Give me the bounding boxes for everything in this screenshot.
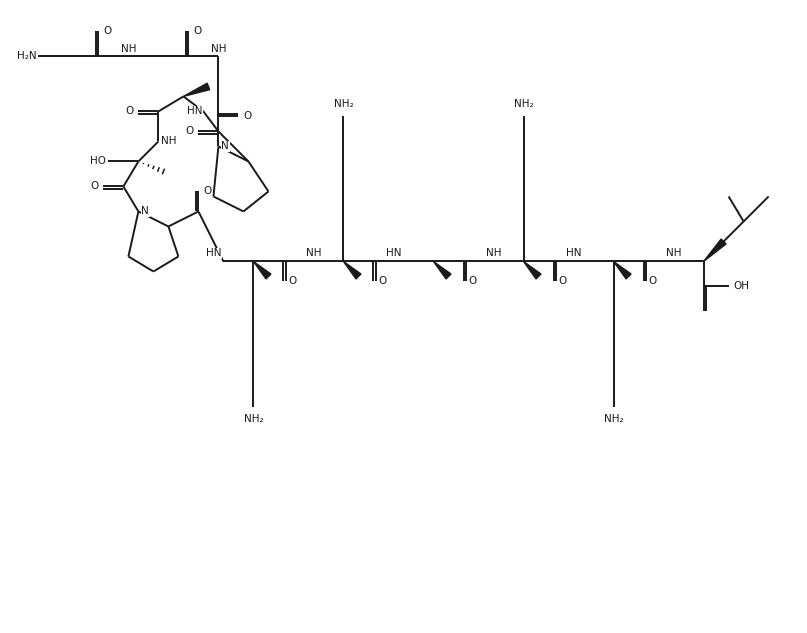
Text: NH: NH bbox=[306, 249, 321, 258]
Text: NH: NH bbox=[486, 249, 501, 258]
Text: O: O bbox=[125, 106, 133, 116]
Polygon shape bbox=[253, 261, 271, 279]
Text: O: O bbox=[194, 27, 202, 37]
Text: N: N bbox=[221, 141, 229, 151]
Text: NH₂: NH₂ bbox=[604, 413, 623, 423]
Text: O: O bbox=[103, 27, 111, 37]
Polygon shape bbox=[433, 261, 451, 279]
Text: OH: OH bbox=[734, 282, 750, 291]
Text: HN: HN bbox=[386, 249, 402, 258]
Text: NH₂: NH₂ bbox=[514, 99, 533, 110]
Polygon shape bbox=[183, 83, 210, 96]
Text: O: O bbox=[469, 277, 477, 287]
Text: O: O bbox=[90, 182, 98, 191]
Polygon shape bbox=[613, 261, 631, 279]
Text: O: O bbox=[288, 277, 297, 287]
Text: O: O bbox=[649, 277, 657, 287]
Text: NH: NH bbox=[121, 44, 136, 54]
Text: HN: HN bbox=[187, 106, 203, 116]
Text: NH: NH bbox=[666, 249, 681, 258]
Text: NH: NH bbox=[211, 44, 226, 54]
Text: N: N bbox=[141, 206, 149, 216]
Polygon shape bbox=[524, 261, 541, 279]
Text: NH: NH bbox=[161, 137, 177, 146]
Text: O: O bbox=[185, 127, 194, 137]
Polygon shape bbox=[704, 239, 726, 261]
Text: O: O bbox=[203, 187, 211, 196]
Text: NH₂: NH₂ bbox=[333, 99, 353, 110]
Text: O: O bbox=[378, 277, 387, 287]
Polygon shape bbox=[344, 261, 361, 279]
Text: H₂N: H₂N bbox=[17, 51, 36, 61]
Text: HN: HN bbox=[566, 249, 582, 258]
Text: NH₂: NH₂ bbox=[244, 413, 263, 423]
Text: O: O bbox=[558, 277, 567, 287]
Text: HO: HO bbox=[90, 156, 107, 166]
Text: HN: HN bbox=[206, 249, 221, 258]
Text: O: O bbox=[244, 111, 252, 122]
